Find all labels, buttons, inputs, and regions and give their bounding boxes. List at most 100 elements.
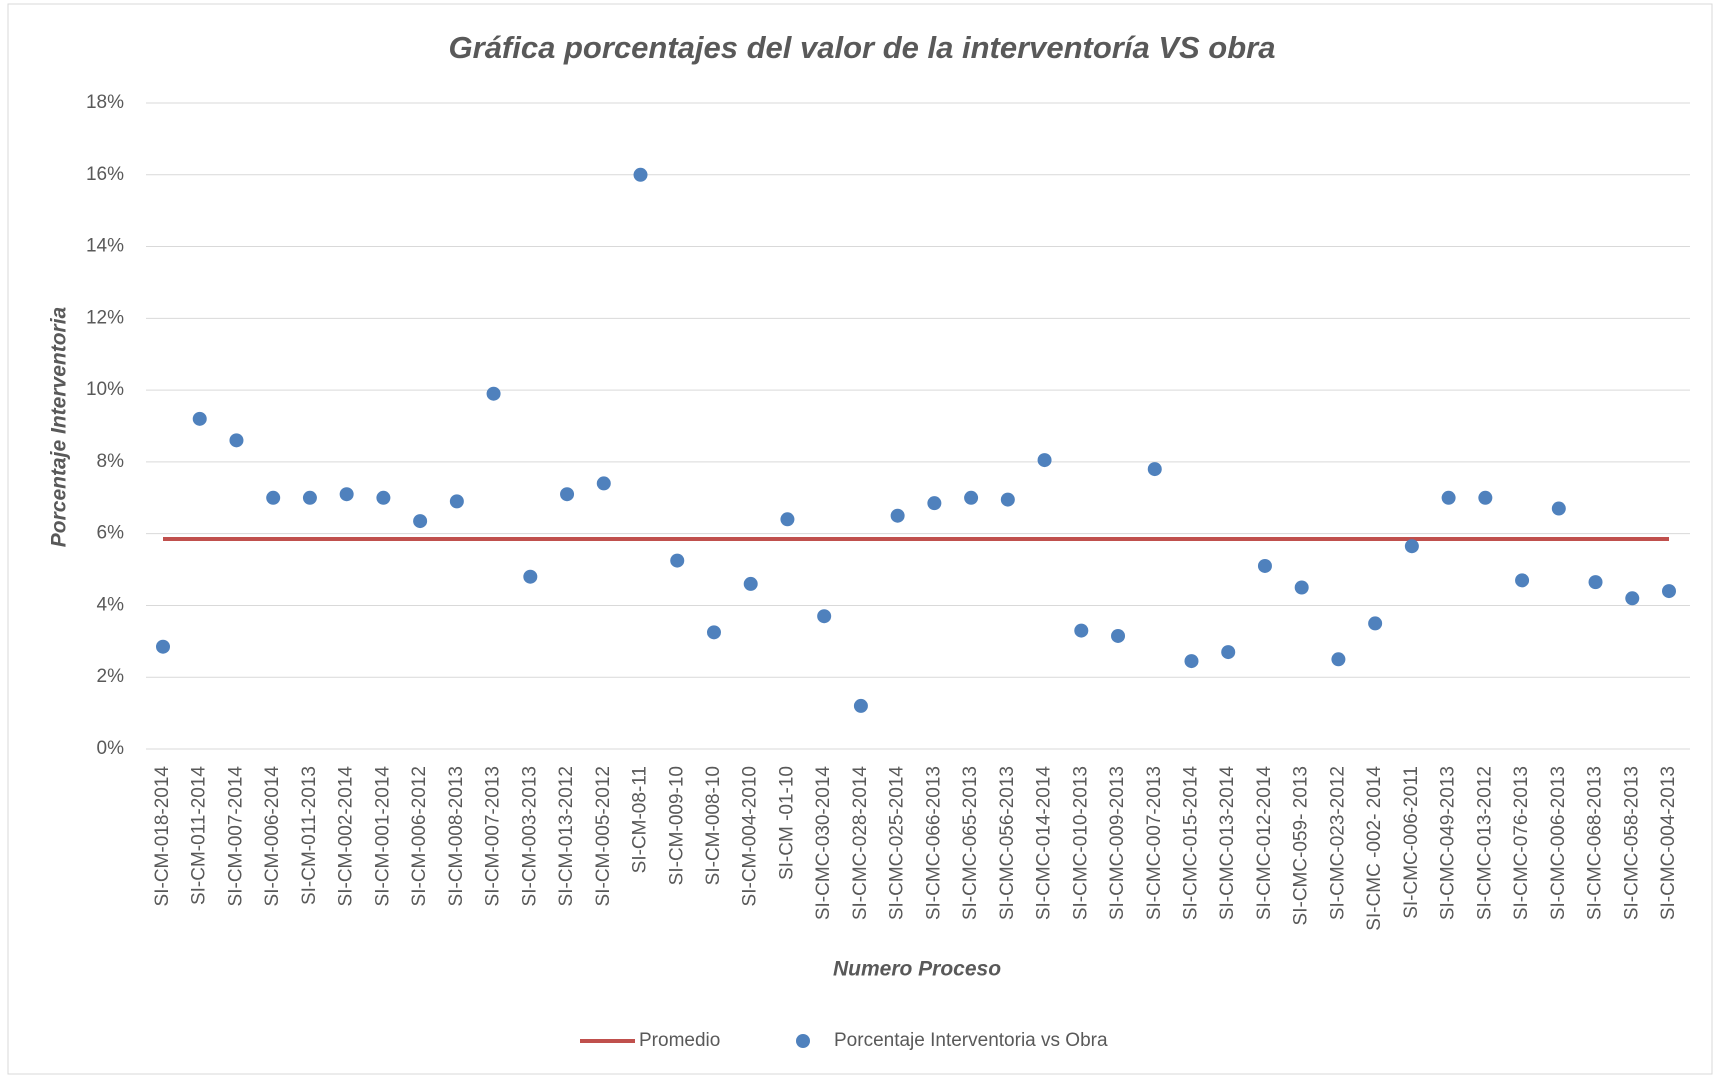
y-tick-label: 8%	[97, 451, 125, 472]
x-tick-label: SI-CM-007-2013	[483, 766, 504, 906]
x-tick-label: SI-CMC-012-2014	[1254, 766, 1275, 921]
point	[266, 490, 281, 505]
point	[1662, 584, 1676, 599]
x-tick-label: SI-CMC-013-2012	[1474, 766, 1495, 920]
x-tick-label: SI-CMC-023-2012	[1327, 766, 1348, 920]
x-tick-label: SI-CMC-066-2013	[923, 766, 944, 920]
point	[1404, 539, 1419, 554]
x-tick-label: SI-CMC-013-2014	[1217, 766, 1238, 921]
point	[192, 411, 207, 426]
x-tick-label: SI-CMC-006-2011	[1401, 766, 1422, 919]
x-tick-label: SI-CMC-006-2013	[1548, 766, 1569, 920]
x-tick-label: SI-CMC-009-2013	[1107, 766, 1128, 920]
point	[376, 490, 391, 505]
y-axis-title: Porcentaje Interventoria	[48, 306, 71, 547]
point	[596, 476, 611, 491]
point	[964, 490, 979, 505]
point	[1074, 623, 1089, 638]
x-tick-label: SI-CMC-014-2014	[1034, 766, 1055, 921]
x-tick-label: SI-CMC-065-2013	[960, 766, 981, 920]
point	[817, 609, 832, 624]
point	[1551, 501, 1566, 516]
point	[1000, 492, 1015, 507]
point	[927, 496, 942, 511]
point	[1515, 573, 1530, 588]
point	[339, 487, 354, 502]
point	[743, 576, 758, 591]
x-tick-label: SI-CMC-010-2013	[1070, 766, 1091, 920]
y-tick-label: 0%	[97, 738, 125, 759]
x-tick-label: SI-CM-006-2014	[262, 766, 283, 907]
x-tick-label: SI-CM-013-2012	[556, 766, 577, 906]
point	[706, 625, 721, 640]
x-tick-label: SI-CMC-025-2014	[887, 766, 908, 921]
y-tick-label: 12%	[86, 307, 124, 328]
point	[853, 698, 868, 713]
x-tick-label: SI-CM-006-2012	[409, 766, 430, 906]
y-tick-label: 4%	[97, 594, 125, 615]
x-tick-label: SI-CMC-058-2013	[1621, 766, 1642, 920]
point	[780, 512, 795, 527]
x-tick-label: SI-CM -01-10	[776, 766, 797, 880]
point	[229, 433, 244, 448]
point	[890, 508, 905, 523]
x-tick-label: SI-CMC-076-2013	[1511, 766, 1532, 920]
point	[486, 386, 501, 401]
point	[1221, 645, 1236, 660]
point	[670, 553, 685, 568]
x-tick-label: SI-CM-005-2012	[593, 766, 614, 906]
x-axis-title: Numero Proceso	[833, 958, 1001, 981]
x-tick-label: SI-CM-003-2013	[519, 766, 540, 906]
legend-label: Promedio	[639, 1030, 720, 1051]
point	[156, 639, 170, 654]
point	[523, 569, 538, 584]
y-tick-label: 2%	[97, 666, 125, 687]
point	[1037, 453, 1052, 468]
x-tick-label: SI-CM-009-10	[666, 766, 687, 885]
point	[302, 490, 317, 505]
legend-swatch	[796, 1034, 810, 1048]
x-tick-label: SI-CMC-056-2013	[997, 766, 1018, 920]
point	[1184, 654, 1199, 669]
point	[413, 514, 428, 529]
x-tick-label: SI-CMC-007-2013	[1144, 766, 1165, 920]
y-tick-label: 18%	[86, 92, 124, 113]
x-tick-label: SI-CM-08-11	[630, 766, 651, 873]
x-tick-label: SI-CM-001-2014	[372, 766, 393, 907]
x-tick-label: SI-CMC-068-2013	[1585, 766, 1606, 920]
x-tick-label: SI-CM-008-10	[703, 766, 724, 885]
point	[1441, 490, 1456, 505]
x-tick-label: SI-CMC -002- 2014	[1364, 766, 1385, 931]
point	[1588, 575, 1603, 590]
x-tick-label: SI-CM-011-2013	[299, 766, 320, 905]
x-tick-label: SI-CMC-004-2013	[1658, 766, 1679, 920]
point	[449, 494, 464, 509]
x-tick-label: SI-CMC-049-2013	[1438, 766, 1459, 920]
x-tick-label: SI-CMC-015-2014	[1181, 766, 1202, 921]
y-tick-label: 16%	[86, 164, 124, 185]
point	[560, 487, 575, 502]
point	[1147, 462, 1162, 477]
legend-label: Porcentaje Interventoria vs Obra	[834, 1030, 1108, 1051]
chart-title: Gráfica porcentajes del valor de la inte…	[449, 30, 1276, 65]
y-tick-label: 10%	[86, 379, 124, 400]
point	[1478, 490, 1493, 505]
point	[1294, 580, 1309, 595]
y-tick-label: 6%	[97, 523, 125, 544]
x-tick-label: SI-CMC-030-2014	[813, 766, 834, 921]
x-tick-label: SI-CM-007-2014	[225, 766, 246, 907]
point	[1625, 591, 1640, 606]
x-tick-label: SI-CM-008-2013	[446, 766, 467, 906]
y-tick-label: 14%	[86, 236, 124, 257]
point	[1331, 652, 1346, 667]
point	[1368, 616, 1383, 631]
point	[1111, 628, 1126, 643]
point	[1257, 558, 1272, 573]
x-tick-label: SI-CM-018-2014	[152, 766, 173, 907]
x-tick-label: SI-CMC-028-2014	[850, 766, 871, 921]
x-tick-label: SI-CM-004-2010	[740, 766, 761, 906]
x-tick-label: SI-CMC-059- 2013	[1291, 766, 1312, 925]
x-tick-label: SI-CM-011-2014	[189, 766, 210, 905]
point	[633, 167, 648, 182]
